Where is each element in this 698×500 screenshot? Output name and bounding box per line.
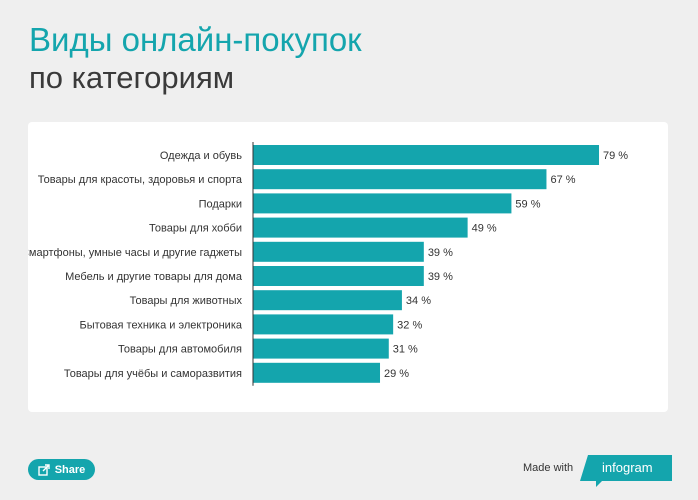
bar[interactable]: [253, 169, 547, 190]
share-label: Share: [54, 463, 86, 476]
share-button[interactable]: Share: [28, 459, 95, 480]
value-label: 39 %: [428, 271, 453, 283]
value-label: 31 %: [393, 344, 418, 356]
share-icon: [38, 463, 50, 476]
value-label: 59 %: [515, 198, 540, 210]
value-label: 32 %: [397, 319, 422, 331]
infogram-brand: infogram: [602, 460, 653, 475]
category-label: Товары для животных: [130, 295, 243, 307]
bar[interactable]: [253, 314, 394, 335]
category-label: Смартфоны, умные часы и другие гаджеты: [28, 247, 242, 259]
bar-chart: Одежда и обувь 79 % Товары для красоты, зд…: [28, 142, 628, 386]
value-label: 29 %: [384, 368, 409, 380]
value-label: 49 %: [472, 223, 497, 235]
bar[interactable]: [253, 338, 389, 359]
category-label: Товары для красоты, здоровья и спорта: [38, 174, 243, 186]
chart-subtitle: по категориям: [29, 60, 235, 95]
bar[interactable]: [253, 193, 512, 214]
category-label: Мебель и другие товары для дома: [65, 271, 243, 283]
chart-card: Одежда и обувь 79 % Товары для красоты, зд…: [28, 122, 668, 412]
made-with-text: Made with: [523, 462, 574, 474]
bar[interactable]: [253, 217, 468, 238]
bar[interactable]: [253, 241, 424, 262]
category-label: Одежда и обувь: [160, 150, 242, 162]
category-label: Товары для хобби: [149, 223, 242, 235]
category-label: Товары для автомобиля: [118, 344, 242, 356]
category-label: Подарки: [199, 198, 242, 210]
value-label: 34 %: [406, 295, 431, 307]
infogram-logo[interactable]: infogram: [580, 455, 672, 487]
value-label: 67 %: [550, 174, 575, 186]
category-label: Бытовая техника и электроника: [80, 319, 243, 331]
bar[interactable]: [253, 266, 424, 286]
value-label: 39 %: [428, 247, 453, 259]
category-label: Товары для учёбы и саморазвития: [64, 368, 242, 380]
bar[interactable]: [253, 145, 600, 165]
value-label: 79 %: [603, 150, 628, 162]
bar[interactable]: [253, 362, 381, 383]
bar[interactable]: [253, 290, 402, 311]
chart-title: Виды онлайн-покупок: [29, 21, 362, 58]
